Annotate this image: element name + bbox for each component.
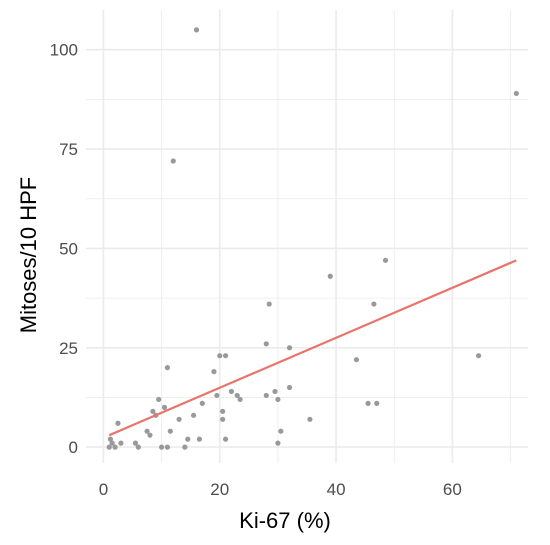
y-tick-label: 50 <box>59 239 78 258</box>
y-tick-label: 25 <box>59 339 78 358</box>
data-point <box>237 396 243 403</box>
data-point <box>353 357 360 363</box>
data-point <box>327 273 333 279</box>
trend-layer <box>108 259 517 437</box>
data-point <box>156 396 162 403</box>
tick-layer: 0 20 40 60 0 25 50 75 100 <box>50 41 462 499</box>
grid-layer <box>86 10 528 463</box>
data-point <box>371 301 377 307</box>
x-axis-title: Ki-67 (%) <box>239 508 331 533</box>
data-point <box>217 353 223 359</box>
x-tick-label: 40 <box>327 480 346 499</box>
data-point <box>234 392 240 399</box>
points-layer <box>106 27 519 450</box>
data-point <box>161 404 168 410</box>
data-point <box>214 392 220 399</box>
data-point <box>220 408 226 414</box>
x-tick-label: 20 <box>210 480 229 499</box>
data-point <box>107 436 114 442</box>
trend-line <box>108 259 517 437</box>
data-point <box>109 440 115 446</box>
data-point <box>263 341 269 347</box>
y-tick-label: 0 <box>69 438 78 457</box>
data-point <box>182 444 188 450</box>
y-axis-title: Mitoses/10 HPF <box>16 177 41 334</box>
data-point <box>176 416 182 422</box>
data-point <box>475 353 482 359</box>
data-point <box>286 345 293 351</box>
data-point <box>374 400 380 406</box>
data-point <box>222 353 229 359</box>
data-point <box>266 301 272 307</box>
data-point <box>159 444 165 450</box>
y-tick-label: 75 <box>59 140 78 159</box>
data-point <box>115 420 121 426</box>
data-point <box>190 412 197 418</box>
data-point <box>106 444 112 450</box>
data-point <box>307 416 313 422</box>
data-point <box>170 158 176 164</box>
data-point <box>211 369 217 375</box>
data-point <box>193 27 200 33</box>
data-point <box>185 436 191 442</box>
data-point <box>228 388 234 395</box>
data-point <box>272 388 278 395</box>
y-tick-label: 100 <box>50 41 78 60</box>
data-point <box>112 444 118 450</box>
data-point <box>222 436 229 442</box>
data-point <box>286 384 293 391</box>
data-point <box>275 396 281 403</box>
data-point <box>144 428 150 434</box>
data-point <box>164 365 171 371</box>
data-point <box>513 90 519 97</box>
data-point <box>263 392 269 399</box>
data-point <box>220 416 226 422</box>
data-point <box>147 432 153 438</box>
x-tick-label: 60 <box>443 480 462 499</box>
data-point <box>118 440 124 446</box>
data-point <box>167 428 173 434</box>
data-point <box>199 400 205 406</box>
data-point <box>275 440 281 446</box>
data-point <box>150 408 156 414</box>
data-point <box>196 436 203 442</box>
data-point <box>365 400 371 406</box>
data-point <box>164 444 171 450</box>
x-tick-label: 0 <box>99 480 108 499</box>
data-point <box>278 428 284 434</box>
data-point <box>132 440 139 446</box>
data-point <box>135 444 141 450</box>
data-point <box>382 257 389 263</box>
